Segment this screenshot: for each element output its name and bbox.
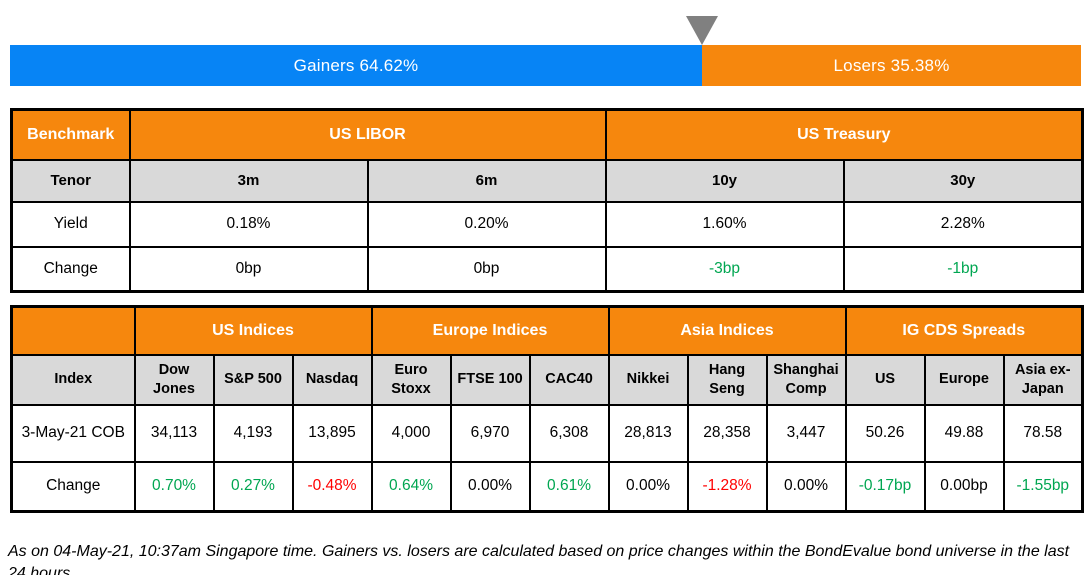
index-row-label: Index (10, 353, 136, 406)
tenor-cell: 6m (366, 158, 607, 203)
cob-row-label: 3-May-21 COB (10, 403, 136, 463)
yield-cell: 0.18% (128, 200, 369, 248)
indices-change-row: Change 0.70% 0.27% -0.48% 0.64% 0.00% 0.… (10, 460, 1084, 513)
yield-cell: 0.20% (366, 200, 607, 248)
index-name-cell: Dow Jones (133, 353, 215, 406)
index-name-cell: Hang Seng (686, 353, 768, 406)
change-cell: 0.61% (528, 460, 610, 513)
pointer-triangle-icon (686, 16, 719, 45)
change-cell: 0.27% (212, 460, 294, 513)
cob-value-cell: 6,308 (528, 403, 610, 463)
cob-value-cell: 3,447 (765, 403, 847, 463)
index-name-cell: Europe (923, 353, 1005, 406)
index-name-cell: Shanghai Comp (765, 353, 847, 406)
losers-segment: Losers 35.38% (702, 45, 1081, 86)
yield-cell: 2.28% (842, 200, 1084, 248)
index-name-cell: CAC40 (528, 353, 610, 406)
change-cell: -3bp (604, 245, 845, 293)
index-name-cell: Nikkei (607, 353, 689, 406)
benchmark-header-row: Benchmark US LIBOR US Treasury (10, 108, 1084, 161)
change-cell: 0bp (366, 245, 607, 293)
change-cell: 0.00bp (923, 460, 1005, 513)
benchmark-corner-cell: Benchmark (10, 108, 131, 161)
change-row-label: Change (10, 245, 131, 293)
change-row-label: Change (10, 460, 136, 513)
change-cell: 0bp (128, 245, 369, 293)
index-names-row: Index Dow Jones S&P 500 Nasdaq Euro Stox… (10, 353, 1084, 406)
indices-corner-cell (10, 305, 136, 356)
cob-values-row: 3-May-21 COB 34,113 4,193 13,895 4,000 6… (10, 403, 1084, 463)
indices-table: US Indices Europe Indices Asia Indices I… (10, 305, 1085, 513)
cob-value-cell: 6,970 (449, 403, 531, 463)
gainers-label: Gainers 64.62% (293, 55, 419, 75)
yield-row-label: Yield (10, 200, 131, 248)
change-cell: 0.00% (607, 460, 689, 513)
cob-value-cell: 4,193 (212, 403, 294, 463)
change-cell: -0.17bp (844, 460, 926, 513)
change-cell: 0.00% (449, 460, 531, 513)
tenor-row: Tenor 3m 6m 10y 30y (10, 158, 1084, 203)
tenor-cell: 10y (604, 158, 845, 203)
cob-value-cell: 49.88 (923, 403, 1005, 463)
group-header-asia-indices: Asia Indices (607, 305, 847, 356)
footnote-text: As on 04-May-21, 10:37am Singapore time.… (8, 543, 1070, 575)
group-header-ig-cds-spreads: IG CDS Spreads (844, 305, 1084, 356)
change-cell: 0.70% (133, 460, 215, 513)
index-name-cell: FTSE 100 (449, 353, 531, 406)
change-cell: -1.55bp (1002, 460, 1084, 513)
tenor-row-label: Tenor (10, 158, 131, 203)
group-header-us-libor: US LIBOR (128, 108, 607, 161)
cob-value-cell: 28,813 (607, 403, 689, 463)
group-header-us-indices: US Indices (133, 305, 373, 356)
benchmark-table: Benchmark US LIBOR US Treasury Tenor 3m … (10, 108, 1085, 293)
change-cell: -1.28% (686, 460, 768, 513)
change-cell: 0.00% (765, 460, 847, 513)
group-header-us-treasury: US Treasury (604, 108, 1084, 161)
cob-value-cell: 78.58 (1002, 403, 1084, 463)
gainers-losers-meter: Gainers 64.62% Losers 35.38% (10, 16, 1081, 86)
index-name-cell: S&P 500 (212, 353, 294, 406)
tenor-cell: 30y (842, 158, 1084, 203)
change-cell: 0.64% (370, 460, 452, 513)
group-header-europe-indices: Europe Indices (370, 305, 610, 356)
index-name-cell: Euro Stoxx (370, 353, 452, 406)
cob-value-cell: 13,895 (291, 403, 373, 463)
yield-cell: 1.60% (604, 200, 845, 248)
benchmark-change-row: Change 0bp 0bp -3bp -1bp (10, 245, 1084, 293)
index-name-cell: Asia ex-Japan (1002, 353, 1084, 406)
cob-value-cell: 28,358 (686, 403, 768, 463)
indices-header-row: US Indices Europe Indices Asia Indices I… (10, 305, 1084, 356)
cob-value-cell: 34,113 (133, 403, 215, 463)
index-name-cell: Nasdaq (291, 353, 373, 406)
yield-row: Yield 0.18% 0.20% 1.60% 2.28% (10, 200, 1084, 248)
change-cell: -1bp (842, 245, 1084, 293)
losers-label: Losers 35.38% (833, 55, 950, 75)
gainers-segment: Gainers 64.62% (10, 45, 703, 86)
change-cell: -0.48% (291, 460, 373, 513)
index-name-cell: US (844, 353, 926, 406)
cob-value-cell: 50.26 (844, 403, 926, 463)
cob-value-cell: 4,000 (370, 403, 452, 463)
tenor-cell: 3m (128, 158, 369, 203)
